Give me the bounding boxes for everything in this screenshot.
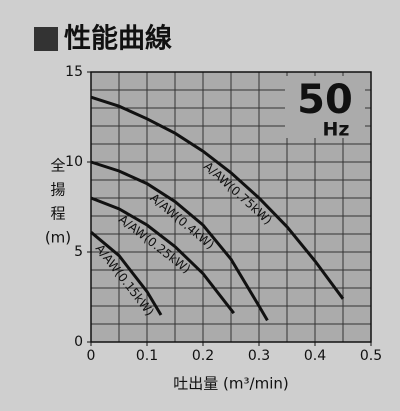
curve [90, 160, 269, 322]
y-tick-label: 10 [65, 154, 83, 170]
y-axis-label: 全 [50, 157, 65, 175]
chart-title: 性能曲線 [64, 23, 172, 55]
y-tick-label: 0 [74, 334, 83, 350]
y-axis-label: 程 [50, 205, 65, 223]
x-tick-label: 0.2 [192, 348, 214, 364]
x-axis-label: 吐出量 (m³/min) [173, 375, 288, 393]
y-axis-label: 揚 [50, 181, 65, 199]
x-tick-label: 0.4 [304, 348, 326, 364]
curve [90, 196, 235, 315]
y-tick-label: 5 [74, 244, 83, 260]
badge-number: 50 [297, 77, 353, 123]
x-tick-label: 0.3 [248, 348, 270, 364]
x-tick-label: 0.5 [360, 348, 382, 364]
x-tick-label: 0 [87, 348, 96, 364]
curve [90, 231, 163, 316]
badge [285, 76, 365, 138]
plot-frame [90, 71, 372, 343]
title-square [34, 27, 58, 51]
y-axis-label: (m) [45, 229, 71, 247]
x-tick-label: 0.1 [136, 348, 158, 364]
curve [90, 95, 345, 300]
badge-unit: Hz [323, 119, 350, 141]
y-tick-label: 15 [65, 64, 83, 80]
